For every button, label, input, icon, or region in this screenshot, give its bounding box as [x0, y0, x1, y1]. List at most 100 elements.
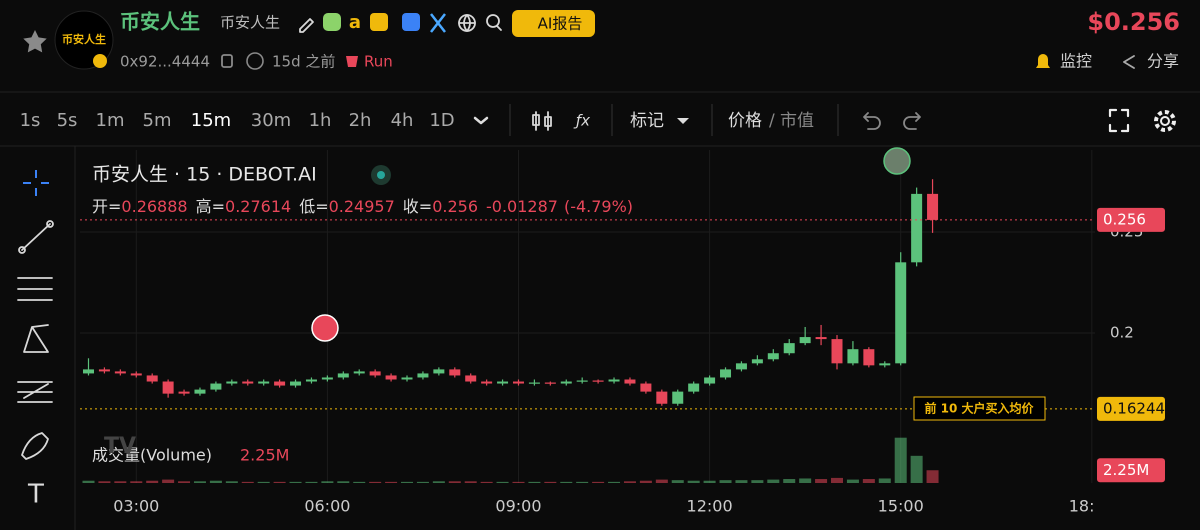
volume-bar	[623, 481, 636, 483]
volume-bar	[862, 479, 875, 483]
low-label: 低=	[299, 197, 328, 216]
drawing-tools: T	[17, 146, 76, 530]
avg-buy-tag	[1097, 396, 1165, 421]
avg-buy-label: 前 10 大户买入均价	[924, 401, 1034, 416]
ai-report-label: AI报告	[538, 15, 583, 33]
volume-bar	[671, 480, 684, 483]
telegram-icon[interactable]	[402, 13, 420, 31]
candle-body	[688, 383, 700, 392]
candle-body	[799, 337, 811, 344]
interval-button[interactable]: 5m	[143, 110, 172, 131]
volume-bar	[767, 479, 780, 483]
undo-button[interactable]	[863, 112, 881, 130]
link-icon[interactable]	[323, 13, 341, 31]
candle-body	[640, 383, 652, 392]
overlay: 币安人生 · 15 · DEBOT.AI 开=0.26888 高=0.27614 低…	[92, 147, 1200, 528]
candle-body	[369, 371, 381, 376]
candle-body	[656, 391, 668, 404]
interval-button[interactable]: 4h	[391, 110, 414, 131]
volume-bar	[592, 481, 605, 483]
interval-button[interactable]: 1m	[96, 110, 125, 131]
search-icon[interactable]	[486, 14, 500, 28]
favorite-star[interactable]	[23, 30, 47, 53]
volume-bar	[289, 481, 302, 483]
volume-bar	[401, 481, 414, 483]
volume-bar	[225, 481, 238, 483]
volume-bar	[273, 481, 286, 483]
interval-button[interactable]: 1D	[429, 110, 454, 131]
avg-buy-label: 0.16244	[1103, 399, 1165, 417]
interval-button[interactable]: 1h	[309, 110, 332, 131]
candle-body	[258, 381, 270, 384]
volume-bar	[241, 481, 254, 483]
fib-tool[interactable]	[17, 381, 53, 403]
chart-title: 币安人生 · 15 · DEBOT.AI	[92, 164, 317, 186]
brush-tool[interactable]	[21, 432, 49, 460]
candle-body	[704, 377, 716, 384]
candle-body	[783, 343, 795, 354]
token-title: 币安人生	[120, 10, 200, 34]
link-icon[interactable]	[370, 13, 388, 31]
indicator-button[interactable]: ƒx	[573, 112, 590, 130]
ai-report-button[interactable]	[512, 10, 595, 37]
pattern-tool[interactable]	[23, 324, 49, 353]
candle-body	[592, 380, 604, 382]
share-button[interactable]: 分享	[1147, 52, 1179, 71]
trade-marker[interactable]	[311, 314, 339, 342]
interval-button[interactable]: 2h	[349, 110, 372, 131]
volume-bar	[178, 481, 191, 483]
crosshair-tool[interactable]	[23, 170, 49, 196]
candle-body	[449, 369, 461, 376]
low-value: 0.24957	[329, 197, 395, 216]
interval-dropdown[interactable]	[473, 116, 489, 125]
candle-body	[417, 373, 429, 378]
candle-body	[114, 371, 126, 374]
volume-bar	[735, 480, 748, 483]
candle-body	[624, 379, 636, 384]
volume-bar	[98, 481, 111, 483]
search-icon	[496, 25, 502, 31]
marks-dropdown[interactable]	[677, 118, 689, 124]
fullscreen-button[interactable]	[1108, 108, 1130, 133]
candle-body	[226, 381, 238, 384]
edit-icon[interactable]	[299, 18, 314, 33]
header: 币安人生 币安人生 币安人生 a AI报告 0x92...4444 15d 之前…	[0, 8, 1200, 93]
candle-body	[608, 379, 620, 382]
last-price-label: 0.256	[1103, 210, 1146, 228]
volume-bar	[910, 455, 923, 483]
line-tool[interactable]	[21, 223, 51, 251]
market-cap-toggle[interactable]: 市值	[780, 111, 814, 131]
interval-button[interactable]: 1s	[20, 110, 41, 131]
candle-body	[337, 373, 349, 378]
share-icon[interactable]	[1123, 55, 1135, 69]
bell-icon[interactable]	[1036, 54, 1050, 68]
copy-icon[interactable]	[221, 54, 233, 68]
change-percent: (-4.79%)	[564, 197, 633, 216]
x-tick-label: 03:00	[113, 497, 159, 516]
candle-body	[815, 337, 827, 340]
volume-bar	[321, 481, 334, 483]
redo-button[interactable]	[903, 112, 921, 130]
volume-bar	[369, 481, 382, 483]
interval-button[interactable]: 5s	[57, 110, 78, 131]
volume-bar	[193, 481, 206, 483]
price-toggle[interactable]: 价格	[728, 111, 762, 131]
volume-bar	[703, 480, 716, 483]
volume-bar	[130, 481, 143, 483]
x-icon[interactable]	[430, 13, 446, 33]
settings-button[interactable]	[1154, 110, 1176, 132]
trade-marker[interactable]	[883, 147, 911, 175]
interval-button[interactable]: 30m	[251, 110, 291, 131]
tv-logo: TV	[104, 434, 136, 459]
monitor-button[interactable]: 监控	[1060, 52, 1092, 71]
marks-button[interactable]: 标记	[630, 111, 664, 131]
token-age: 15d 之前	[272, 53, 335, 71]
interval-button[interactable]: 15m	[191, 110, 231, 131]
parallel-tool[interactable]	[17, 277, 53, 301]
link-icon[interactable]: a	[349, 12, 361, 33]
volume-bar	[639, 480, 652, 483]
volume-readout: 2.25M	[240, 446, 289, 465]
text-tool[interactable]: T	[27, 480, 44, 510]
